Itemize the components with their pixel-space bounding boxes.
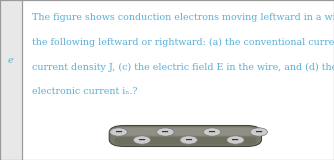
Circle shape [157, 128, 174, 136]
FancyBboxPatch shape [0, 0, 22, 160]
Text: the following leftward or rightward: (a) the conventional current i, (b) the: the following leftward or rightward: (a)… [32, 38, 334, 47]
Text: −: − [185, 135, 193, 144]
FancyBboxPatch shape [114, 137, 257, 145]
FancyBboxPatch shape [22, 0, 334, 160]
Circle shape [227, 136, 244, 144]
Text: electronic current iₙ.?: electronic current iₙ.? [32, 87, 137, 96]
Text: The figure shows conduction electrons moving leftward in a wire. Are: The figure shows conduction electrons mo… [32, 13, 334, 22]
FancyBboxPatch shape [114, 127, 257, 136]
Text: −: − [255, 127, 263, 136]
Text: −: − [115, 127, 123, 136]
Circle shape [250, 128, 268, 136]
Text: −: − [161, 127, 169, 136]
Text: e: e [8, 56, 14, 65]
Circle shape [110, 128, 127, 136]
Circle shape [203, 128, 221, 136]
Text: −: − [208, 127, 216, 136]
FancyBboxPatch shape [109, 125, 262, 147]
Text: −: − [138, 135, 146, 144]
Text: −: − [231, 135, 239, 144]
Text: current density J, (c) the electric field E in the wire, and (d) the: current density J, (c) the electric fiel… [32, 62, 334, 72]
Circle shape [180, 136, 197, 144]
Circle shape [133, 136, 151, 144]
